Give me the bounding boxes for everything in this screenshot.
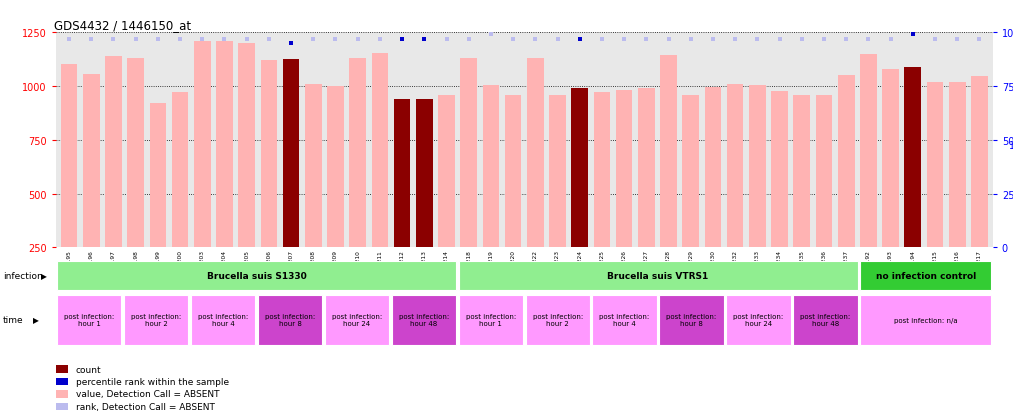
Bar [439, 95, 455, 248]
Bar [905, 67, 921, 248]
Bar [504, 95, 522, 248]
Bar [793, 95, 810, 248]
Bar [860, 295, 992, 345]
Bar [305, 85, 321, 248]
Bar [61, 65, 77, 248]
Text: post infection:
hour 24: post infection: hour 24 [332, 313, 382, 327]
Bar [549, 95, 566, 248]
Bar [571, 89, 589, 248]
Bar [659, 295, 723, 345]
Text: post infection:
hour 48: post infection: hour 48 [800, 313, 851, 327]
Bar [683, 95, 699, 248]
Bar [949, 83, 965, 248]
Bar [815, 95, 833, 248]
Bar [771, 92, 788, 248]
Bar [238, 44, 255, 248]
Bar [527, 59, 544, 248]
Bar [660, 56, 677, 248]
Text: GDS4432 / 1446150_at: GDS4432 / 1446150_at [54, 19, 191, 32]
Bar [190, 295, 255, 345]
Text: time: time [3, 316, 23, 325]
Bar [150, 104, 166, 248]
Text: Brucella suis S1330: Brucella suis S1330 [207, 271, 306, 280]
Bar [860, 55, 876, 248]
Bar [594, 93, 610, 248]
Text: post infection:
hour 4: post infection: hour 4 [198, 313, 248, 327]
Text: post infection:
hour 48: post infection: hour 48 [399, 313, 449, 327]
Text: no infection control: no infection control [875, 271, 976, 280]
Bar [172, 93, 188, 248]
Text: post infection:
hour 2: post infection: hour 2 [533, 313, 582, 327]
Bar [83, 75, 99, 248]
Bar [258, 295, 322, 345]
Bar [749, 85, 766, 248]
Bar [57, 261, 456, 290]
Bar [727, 85, 744, 248]
Text: post infection:
hour 1: post infection: hour 1 [466, 313, 516, 327]
Bar [526, 295, 590, 345]
Text: post infection:
hour 8: post infection: hour 8 [264, 313, 315, 327]
Bar [394, 100, 410, 248]
Bar [372, 53, 388, 248]
Bar [459, 295, 523, 345]
Text: Brucella suis VTRS1: Brucella suis VTRS1 [608, 271, 709, 280]
Bar [705, 88, 721, 248]
Bar [860, 261, 992, 290]
Bar [416, 100, 433, 248]
Text: rank, Detection Call = ABSENT: rank, Detection Call = ABSENT [76, 402, 215, 411]
Bar [57, 295, 122, 345]
Text: count: count [76, 365, 101, 374]
Text: post infection:
hour 24: post infection: hour 24 [733, 313, 784, 327]
Bar [927, 83, 943, 248]
Text: infection: infection [3, 271, 43, 280]
Text: post infection:
hour 2: post infection: hour 2 [131, 313, 181, 327]
Bar [882, 69, 899, 248]
Text: post infection: n/a: post infection: n/a [894, 317, 957, 323]
Text: post infection:
hour 1: post infection: hour 1 [64, 313, 114, 327]
Text: post infection:
hour 4: post infection: hour 4 [600, 313, 649, 327]
Bar [260, 61, 278, 248]
Bar [216, 42, 233, 248]
Bar [124, 295, 188, 345]
Bar [105, 57, 122, 248]
Text: ▶: ▶ [33, 316, 40, 325]
Bar [793, 295, 858, 345]
Bar [349, 59, 366, 248]
Y-axis label: 100%: 100% [1009, 140, 1013, 150]
Text: value, Detection Call = ABSENT: value, Detection Call = ABSENT [76, 389, 220, 399]
Bar [616, 91, 632, 248]
Bar [459, 261, 858, 290]
Bar [392, 295, 456, 345]
Bar [971, 77, 988, 248]
Bar [726, 295, 790, 345]
Bar [460, 59, 477, 248]
Bar [838, 76, 855, 248]
Bar [128, 59, 144, 248]
Bar [283, 60, 300, 248]
Bar [638, 89, 654, 248]
Bar [482, 85, 499, 248]
Text: post infection:
hour 8: post infection: hour 8 [667, 313, 716, 327]
Bar [593, 295, 656, 345]
Text: ▶: ▶ [41, 271, 47, 280]
Bar [325, 295, 389, 345]
Bar [193, 42, 211, 248]
Bar [327, 87, 343, 248]
Text: percentile rank within the sample: percentile rank within the sample [76, 377, 229, 386]
